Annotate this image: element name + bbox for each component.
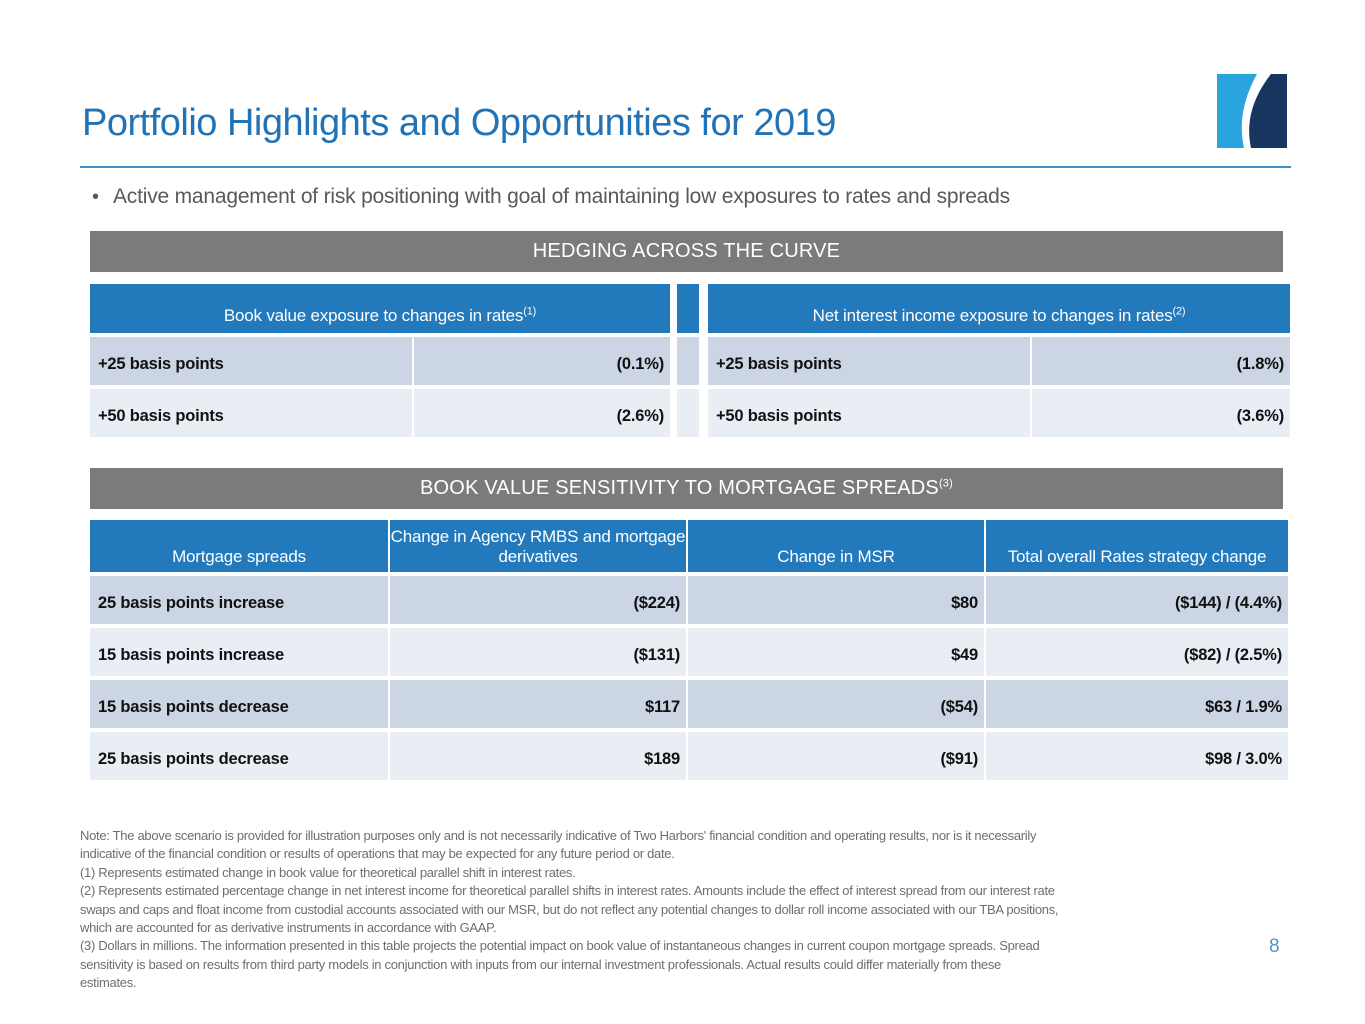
footnote-line: (1) Represents estimated change in book … xyxy=(80,864,576,880)
footnote-line: sensitivity is based on results from thi… xyxy=(80,956,1001,972)
footnote-line: indicative of the financial condition or… xyxy=(80,846,675,862)
title-divider xyxy=(80,166,1291,168)
table-row-value: (1.8%) xyxy=(1032,337,1290,385)
footnote-line: which are accounted for as derivative in… xyxy=(80,920,497,936)
footnote-line: (2) Represents estimated percentage chan… xyxy=(80,883,1055,899)
section-header-hedging: HEDGING ACROSS THE CURVE xyxy=(90,231,1283,272)
table-cell-agency-rmbs: $117 xyxy=(390,680,686,728)
net-interest-table-header: Net interest income exposure to changes … xyxy=(708,284,1290,333)
column-header-agency-rmbs: Change in Agency RMBS and mortgage deriv… xyxy=(390,520,686,572)
section-header-sensitivity: BOOK VALUE SENSITIVITY TO MORTGAGE SPREA… xyxy=(90,468,1283,509)
table-spacer xyxy=(677,389,699,437)
table-row-label: +50 basis points xyxy=(90,389,412,437)
footnote-line: swaps and caps and float income from cus… xyxy=(80,901,1059,917)
section-header-hedging-label: HEDGING ACROSS THE CURVE xyxy=(532,240,841,262)
column-header-mortgage-spreads: Mortgage spreads xyxy=(90,520,388,572)
page-title: Portfolio Highlights and Opportunities f… xyxy=(82,102,836,144)
table-cell-total: $63 / 1.9% xyxy=(986,680,1288,728)
table-cell-msr: ($91) xyxy=(688,732,984,780)
table-cell-total: $98 / 3.0% xyxy=(986,732,1288,780)
table-row-label: +25 basis points xyxy=(90,337,412,385)
footnotes: Note: The above scenario is provided for… xyxy=(80,827,1310,993)
table-row-label: 15 basis points decrease xyxy=(90,680,388,728)
hedging-tables: Book value exposure to changes in rates(… xyxy=(90,284,1290,437)
table-spacer xyxy=(677,337,699,385)
bullet-item: • Active management of risk positioning … xyxy=(92,184,1272,210)
table-row-value: (2.6%) xyxy=(414,389,670,437)
table-cell-agency-rmbs: ($224) xyxy=(390,576,686,624)
footnote-line: (3) Dollars in millions. The information… xyxy=(80,938,1040,954)
book-value-table-header: Book value exposure to changes in rates(… xyxy=(90,284,670,333)
table-row-label: 15 basis points increase xyxy=(90,628,388,676)
table-cell-total: ($144) / (4.4%) xyxy=(986,576,1288,624)
footnote-line: estimates. xyxy=(80,975,137,991)
footnote-ref-3: (3) xyxy=(938,477,953,490)
column-header-total: Total overall Rates strategy change xyxy=(986,520,1288,572)
table-row-label: 25 basis points increase xyxy=(90,576,388,624)
table-cell-msr: $80 xyxy=(688,576,984,624)
sensitivity-table: Mortgage spreads Change in Agency RMBS a… xyxy=(90,520,1290,780)
table-row-label: +50 basis points xyxy=(708,389,1030,437)
footnote-line: Note: The above scenario is provided for… xyxy=(80,828,1037,843)
bullet-icon: • xyxy=(92,186,99,208)
net-interest-header-label: Net interest income exposure to changes … xyxy=(812,306,1173,325)
table-cell-agency-rmbs: ($131) xyxy=(390,628,686,676)
table-row-value: (3.6%) xyxy=(1032,389,1290,437)
table-cell-msr: $49 xyxy=(688,628,984,676)
bullet-text: Active management of risk positioning wi… xyxy=(113,185,1010,208)
footnote-ref-1: (1) xyxy=(523,305,537,318)
table-cell-total: ($82) / (2.5%) xyxy=(986,628,1288,676)
book-value-header-label: Book value exposure to changes in rates xyxy=(223,306,524,325)
two-harbors-logo-icon xyxy=(1217,74,1287,148)
table-row-label: 25 basis points decrease xyxy=(90,732,388,780)
section-header-sensitivity-label: BOOK VALUE SENSITIVITY TO MORTGAGE SPREA… xyxy=(420,477,939,499)
table-row-value: (0.1%) xyxy=(414,337,670,385)
page-number: 8 xyxy=(1269,936,1280,957)
table-row-label: +25 basis points xyxy=(708,337,1030,385)
table-cell-msr: ($54) xyxy=(688,680,984,728)
column-header-msr: Change in MSR xyxy=(688,520,984,572)
table-spacer xyxy=(677,284,699,333)
table-cell-agency-rmbs: $189 xyxy=(390,732,686,780)
footnote-ref-2: (2) xyxy=(1172,305,1186,318)
